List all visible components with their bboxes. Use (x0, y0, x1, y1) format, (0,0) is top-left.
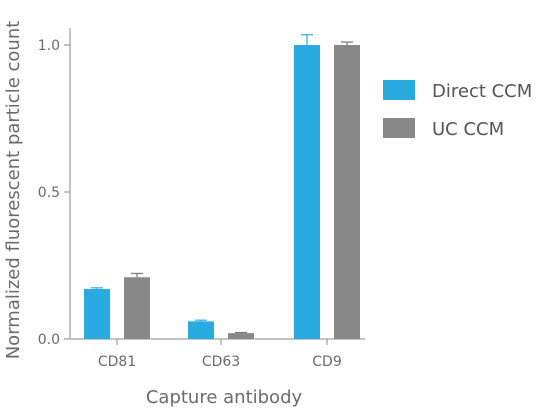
bar (294, 45, 320, 339)
legend-label: Direct CCM (432, 81, 532, 102)
y-axis: 0.0 0.5 1.0 (38, 28, 71, 348)
y-axis-title: Normalized fluorescent particle count (3, 21, 24, 360)
x-axis-title: Capture antibody (146, 387, 303, 408)
bar (228, 333, 254, 339)
y-tick-label: 1.0 (38, 38, 60, 54)
legend-label: UC CCM (432, 119, 504, 140)
legend: Direct CCM UC CCM (383, 80, 532, 140)
bar (334, 45, 360, 339)
x-tick-label: CD63 (202, 354, 240, 370)
bar (124, 277, 150, 339)
bar (188, 321, 214, 339)
bars (84, 34, 360, 339)
legend-swatch (383, 80, 415, 100)
x-axis: CD81 CD63 CD9 (70, 338, 365, 370)
x-tick-label: CD81 (98, 354, 136, 370)
legend-swatch (383, 118, 415, 138)
y-tick-label: 0.0 (38, 332, 60, 348)
x-tick-label: CD9 (312, 354, 341, 370)
bar (84, 289, 110, 339)
y-tick-label: 0.5 (38, 185, 60, 201)
